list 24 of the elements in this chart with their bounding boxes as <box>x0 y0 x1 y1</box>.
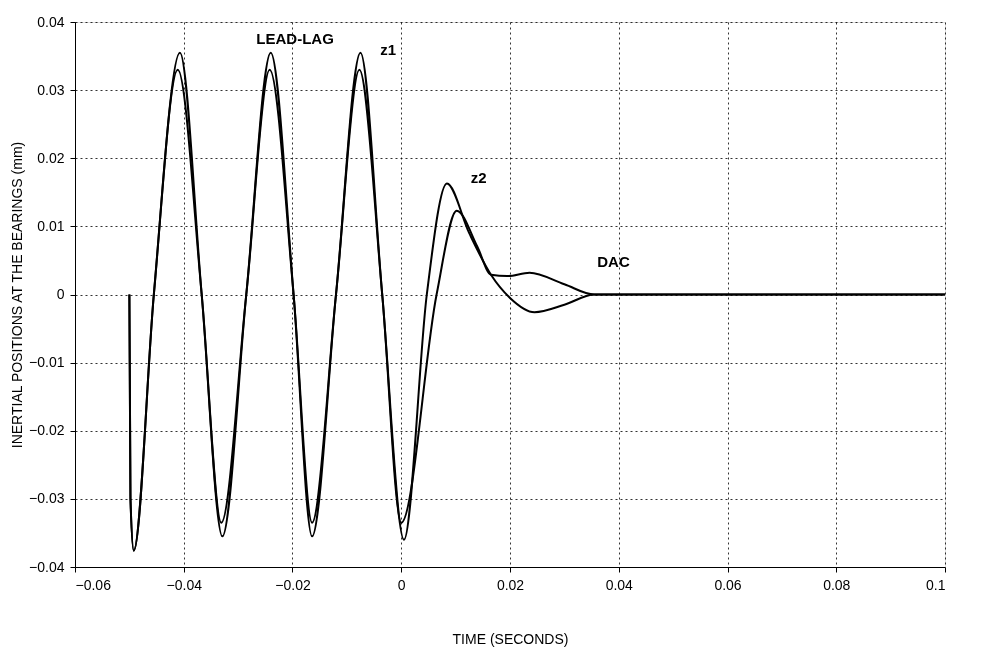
x-tick-label: −0.04 <box>166 576 203 593</box>
y-tick-label: −0.02 <box>29 422 65 439</box>
annotation: z1 <box>380 41 397 59</box>
x-tick-label: −0.06 <box>75 576 112 593</box>
annotation: DAC <box>597 252 630 270</box>
y-tick-label: 0.01 <box>37 217 65 234</box>
x-tick-label: 0.1 <box>926 576 946 593</box>
x-tick-label: 0.04 <box>605 576 634 593</box>
y-tick-label: 0 <box>56 286 65 302</box>
x-tick-label: −0.02 <box>275 576 311 593</box>
y-tick-label: −0.01 <box>29 354 65 371</box>
y-tick-label: 0.03 <box>37 81 65 98</box>
x-tick-label: 0.08 <box>823 576 851 593</box>
x-axis-title: TIME (SECONDS) <box>452 630 569 647</box>
y-tick-label: −0.04 <box>29 558 65 575</box>
y-tick-label: 0.04 <box>37 13 65 30</box>
y-axis-title: INERTIAL POSITIONS AT THE BEARINGS (mm) <box>9 141 26 449</box>
y-tick-label: −0.03 <box>29 490 65 507</box>
x-tick-label: 0.06 <box>714 576 742 593</box>
x-tick-label: 0 <box>397 576 406 593</box>
x-tick-label: 0.02 <box>496 576 525 593</box>
annotation: z2 <box>470 169 487 187</box>
y-tick-label: 0.02 <box>37 149 65 166</box>
annotation: LEAD-LAG <box>256 29 334 47</box>
